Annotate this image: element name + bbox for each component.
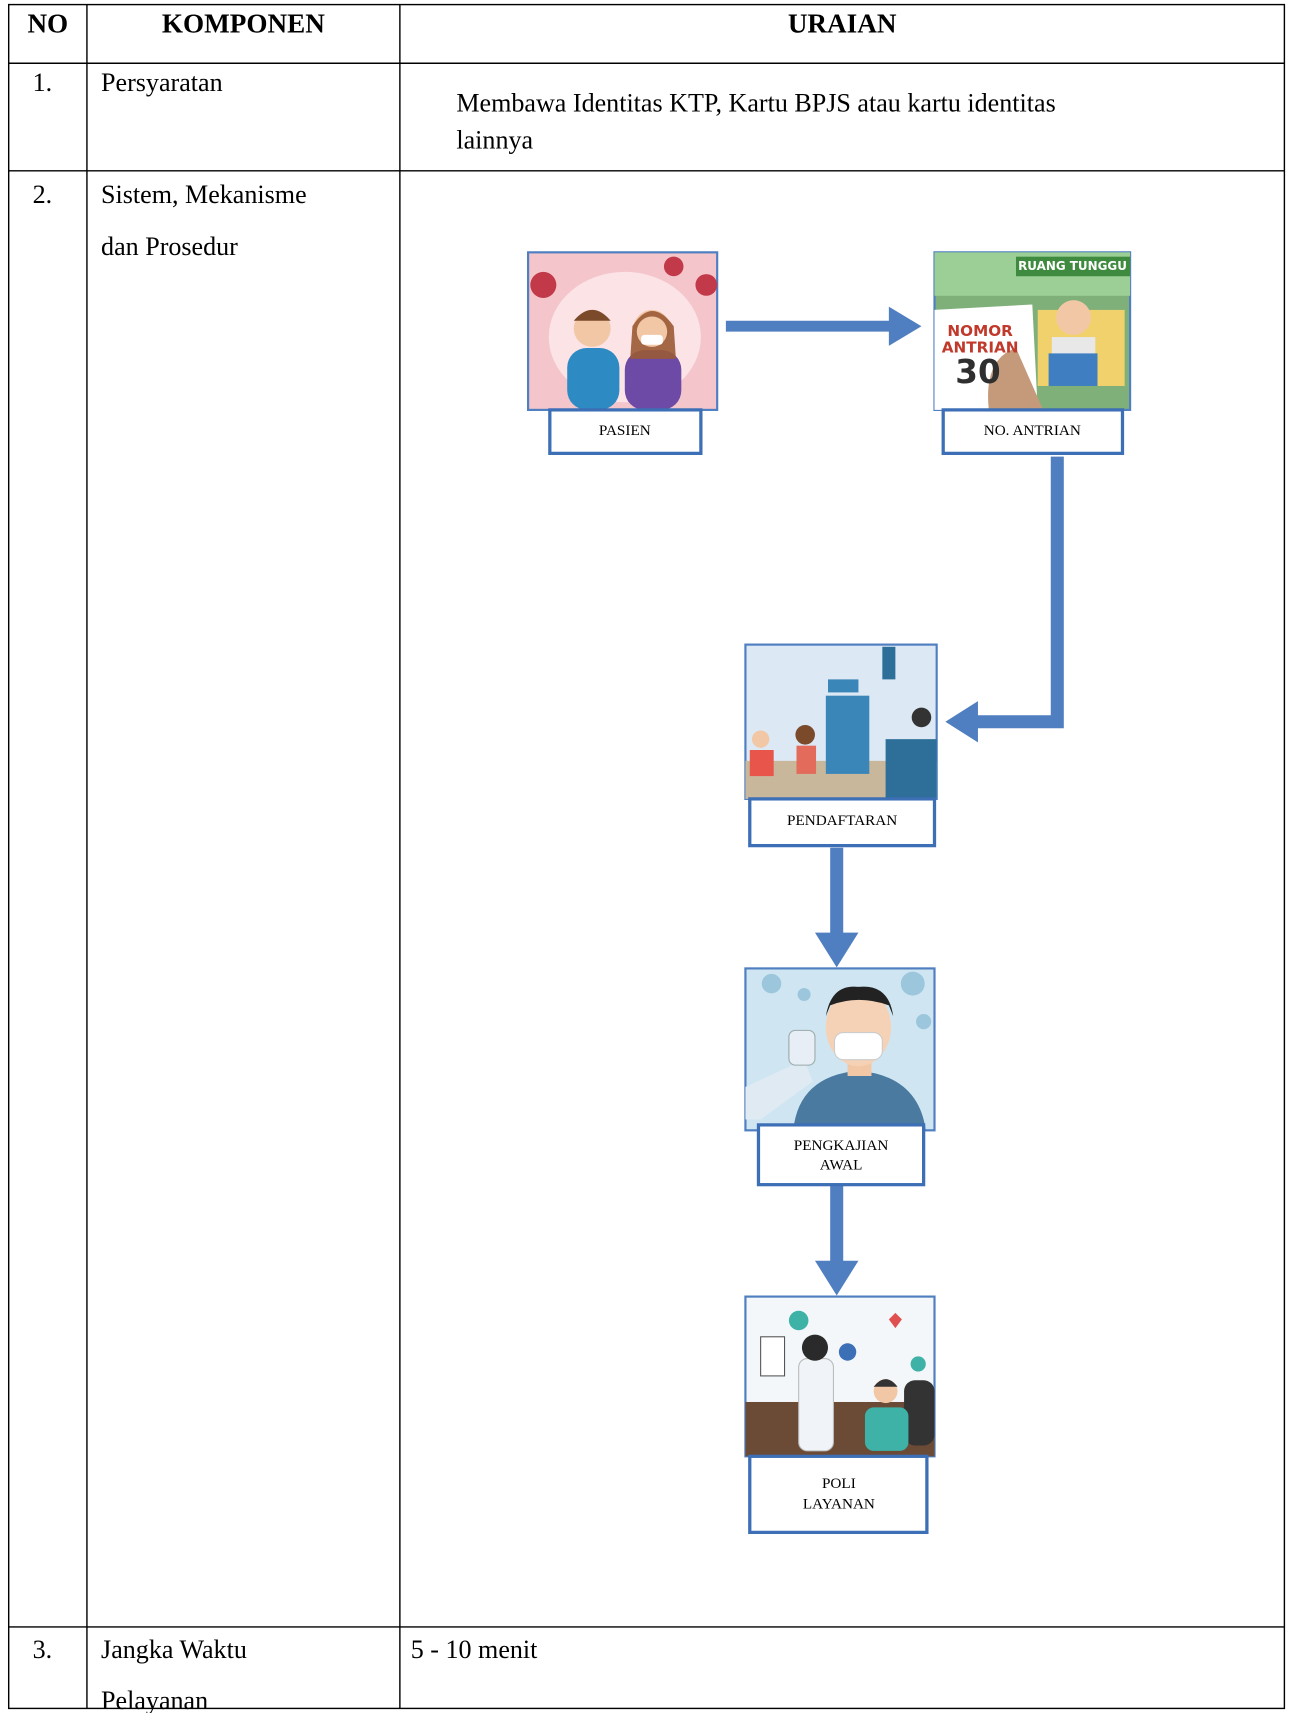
illustration-clinic <box>744 1295 936 1458</box>
image-text: ANTRIAN <box>942 338 1019 356</box>
row-number: 1. <box>33 68 53 97</box>
node-box <box>548 408 703 455</box>
row-number: 2. <box>33 180 53 209</box>
node-label: PASIEN <box>599 422 651 439</box>
node-box <box>748 797 937 848</box>
node-box <box>748 1454 929 1535</box>
arrows <box>725 306 1064 1296</box>
image-text: NOMOR <box>947 322 1013 340</box>
description: Membawa Identitas KTP, Kartu BPJS atau k… <box>456 89 1055 118</box>
description: 5 - 10 menit <box>411 1635 538 1664</box>
component: Jangka Waktu <box>101 1635 247 1664</box>
arrow <box>725 306 922 346</box>
node-label: PENGKAJIAN <box>794 1137 889 1154</box>
table-border <box>7 3 1286 1710</box>
image-text: 30 <box>955 353 1000 391</box>
header-cell: URAIAN <box>788 9 897 39</box>
node-label: NO. ANTRIAN <box>984 422 1081 439</box>
arrow <box>814 847 859 968</box>
component: Pelayanan <box>101 1686 208 1713</box>
node-label: LAYANAN <box>803 1496 875 1513</box>
node-label: PENDAFTARAN <box>787 812 897 829</box>
header-cell: KOMPONEN <box>162 9 325 39</box>
component: Sistem, Mekanisme <box>101 180 307 209</box>
arrow <box>945 456 1064 743</box>
node-box <box>941 408 1125 455</box>
node-label: POLI <box>822 1475 856 1492</box>
arrow <box>814 1184 859 1296</box>
description: lainnya <box>456 126 533 155</box>
component: Persyaratan <box>101 68 223 97</box>
header-cell: NO <box>27 9 68 39</box>
illustration-registration <box>744 643 938 800</box>
node-label: AWAL <box>820 1157 863 1174</box>
illustration-patient <box>527 251 719 411</box>
row-number: 3. <box>33 1635 53 1664</box>
node-box <box>756 1123 926 1187</box>
table-grid <box>7 3 1286 1710</box>
component: dan Prosedur <box>101 232 238 261</box>
illustration-queue: RUANG TUNGGU NOMOR ANTRIAN 30 <box>933 251 1132 411</box>
illustration-assessment <box>744 967 936 1132</box>
image-text: RUANG TUNGGU <box>1018 259 1127 273</box>
